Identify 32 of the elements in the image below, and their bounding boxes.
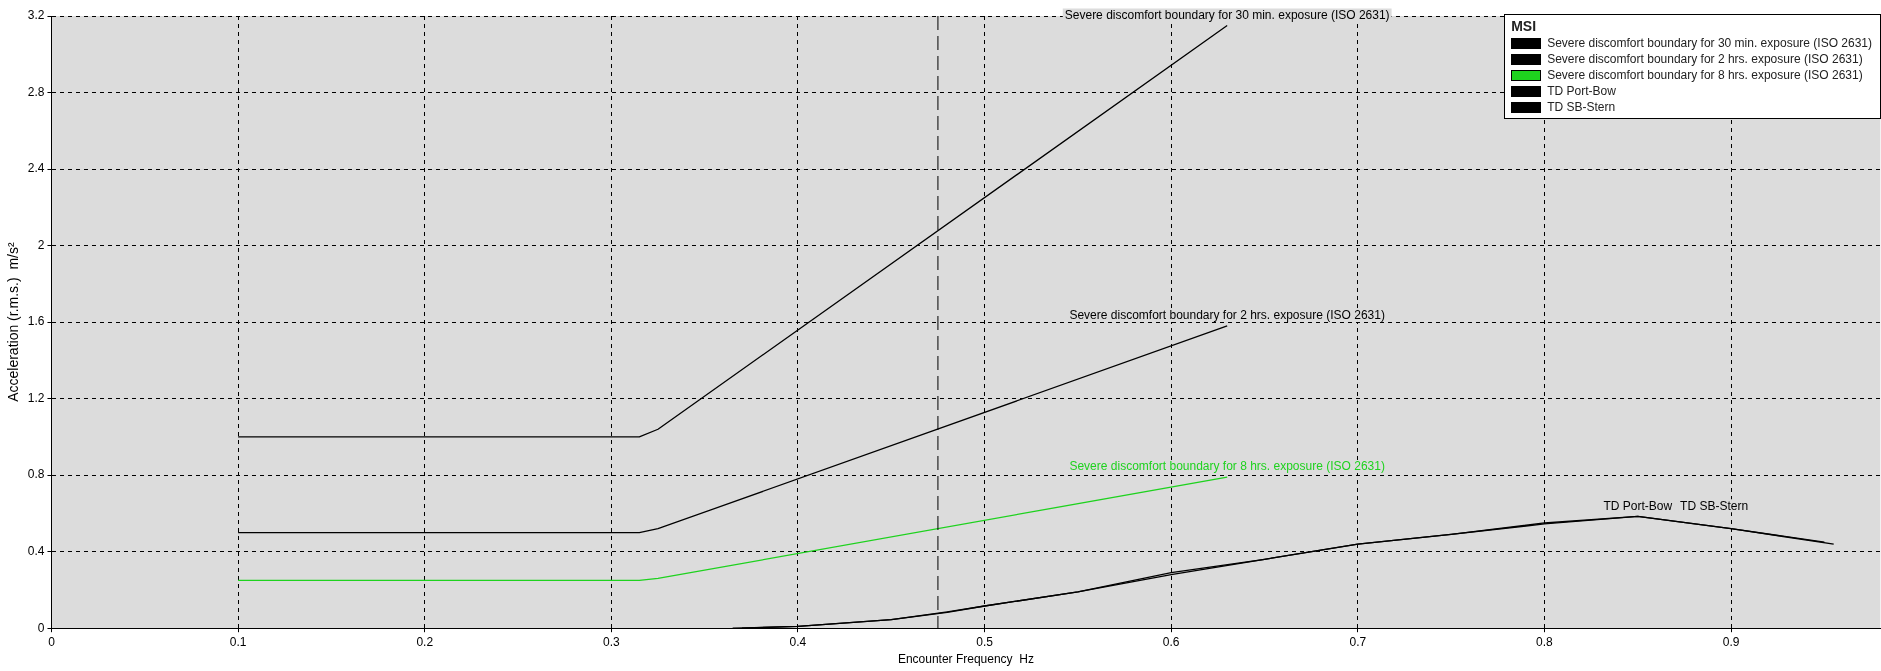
- x-tick-label: 0.5: [976, 634, 994, 649]
- text: Severe discomfort boundary for 2 hrs. exposure (ISO 2631): [1069, 308, 1385, 323]
- y-tick-label: 3.2: [27, 8, 45, 23]
- text: Severe discomfort boundary for 8 hrs. exposure (ISO 2631): [1069, 459, 1385, 474]
- text: Severe discomfort boundary for 30 min. exposure (ISO 2631): [1064, 7, 1390, 22]
- x-axis-title: Encounter Frequency Hz: [897, 652, 1034, 667]
- legend-label: Severe discomfort boundary for 8 hrs. exposure (ISO 2631): [1547, 68, 1863, 82]
- y-tick-label: 2: [37, 237, 45, 252]
- x-tick-label: 0.6: [1162, 634, 1180, 649]
- text: TD Port-Bow: [1603, 498, 1673, 513]
- x-tick-label: 0.7: [1349, 634, 1367, 649]
- x-tick-label: 0.9: [1722, 634, 1740, 649]
- x-tick-label: 0.4: [789, 634, 807, 649]
- text: TD SB-Stern: [1680, 498, 1749, 513]
- y-tick-label: 1.6: [27, 314, 45, 329]
- x-tick-label: 0.8: [1536, 634, 1554, 649]
- y-tick-label: 2.8: [27, 84, 45, 99]
- y-axis-title: Acceleration (r.m.s.) m/s²: [5, 242, 22, 402]
- x-tick-label: 0.2: [416, 634, 434, 649]
- y-tick-label: 0: [37, 620, 45, 635]
- y-tick-label: 1.2: [27, 390, 45, 405]
- x-tick-label: 0: [48, 634, 56, 649]
- legend-label: TD Port-Bow: [1547, 84, 1616, 98]
- x-tick-label: 0.3: [603, 634, 620, 649]
- legend-label: Severe discomfort boundary for 2 hrs. exposure (ISO 2631): [1547, 52, 1863, 66]
- x-tick-label: 0.1: [229, 634, 247, 649]
- y-tick-label: 0.4: [27, 543, 45, 558]
- y-tick-label: 2.4: [27, 161, 45, 176]
- legend-title: MSI: [1511, 18, 1538, 34]
- y-tick-label: 0.8: [27, 467, 45, 482]
- legend-label: Severe discomfort boundary for 30 min. exposure (ISO 2631): [1547, 36, 1872, 50]
- legend-label: TD SB-Stern: [1547, 100, 1616, 114]
